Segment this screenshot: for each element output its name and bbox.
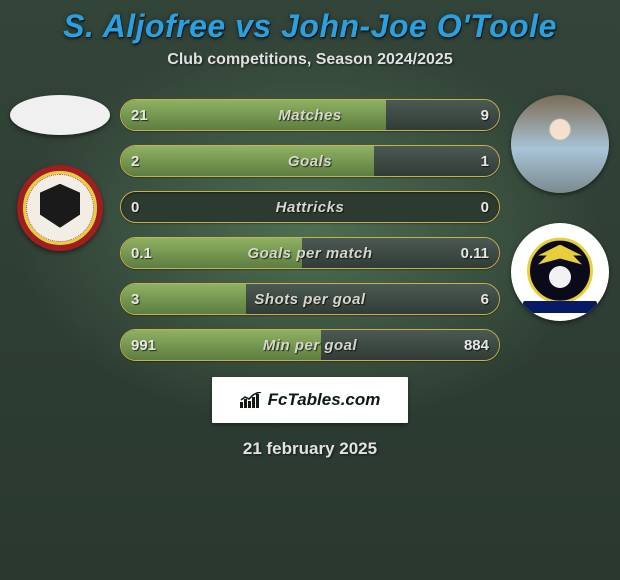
stat-label: Matches — [121, 100, 499, 130]
stat-bars: 219Matches 21Goals 00Hattricks 0.10.11Goals… — [120, 87, 500, 361]
player-right-avatar — [511, 95, 609, 193]
stat-row: 219Matches — [120, 99, 500, 131]
stat-label: Goals per match — [121, 238, 499, 268]
main-row: 219Matches 21Goals 00Hattricks 0.10.11Goals… — [0, 87, 620, 361]
stat-row: 36Shots per goal — [120, 283, 500, 315]
comparison-card: S. Aljofree vs John-Joe O'Toole Club com… — [0, 0, 620, 580]
right-column — [500, 87, 620, 361]
site-credit-label: FcTables.com — [268, 390, 381, 410]
sparkline-icon — [240, 392, 262, 408]
left-column — [0, 87, 120, 361]
club-right-badge — [511, 223, 609, 321]
club-left-badge — [17, 165, 103, 251]
stat-label: Goals — [121, 146, 499, 176]
stat-row: 0.10.11Goals per match — [120, 237, 500, 269]
site-credit: FcTables.com — [212, 377, 408, 423]
page-title: S. Aljofree vs John-Joe O'Toole — [0, 0, 620, 45]
subtitle: Club competitions, Season 2024/2025 — [0, 51, 620, 69]
stat-label: Hattricks — [121, 192, 499, 222]
stat-row: 991884Min per goal — [120, 329, 500, 361]
club-right-badge-ribbon — [523, 301, 597, 313]
stat-label: Shots per goal — [121, 284, 499, 314]
stat-label: Min per goal — [121, 330, 499, 360]
stat-row: 21Goals — [120, 145, 500, 177]
player-left-avatar — [10, 95, 110, 135]
stat-row: 00Hattricks — [120, 191, 500, 223]
date-line: 21 february 2025 — [0, 439, 620, 459]
club-right-badge-ball — [549, 266, 571, 288]
